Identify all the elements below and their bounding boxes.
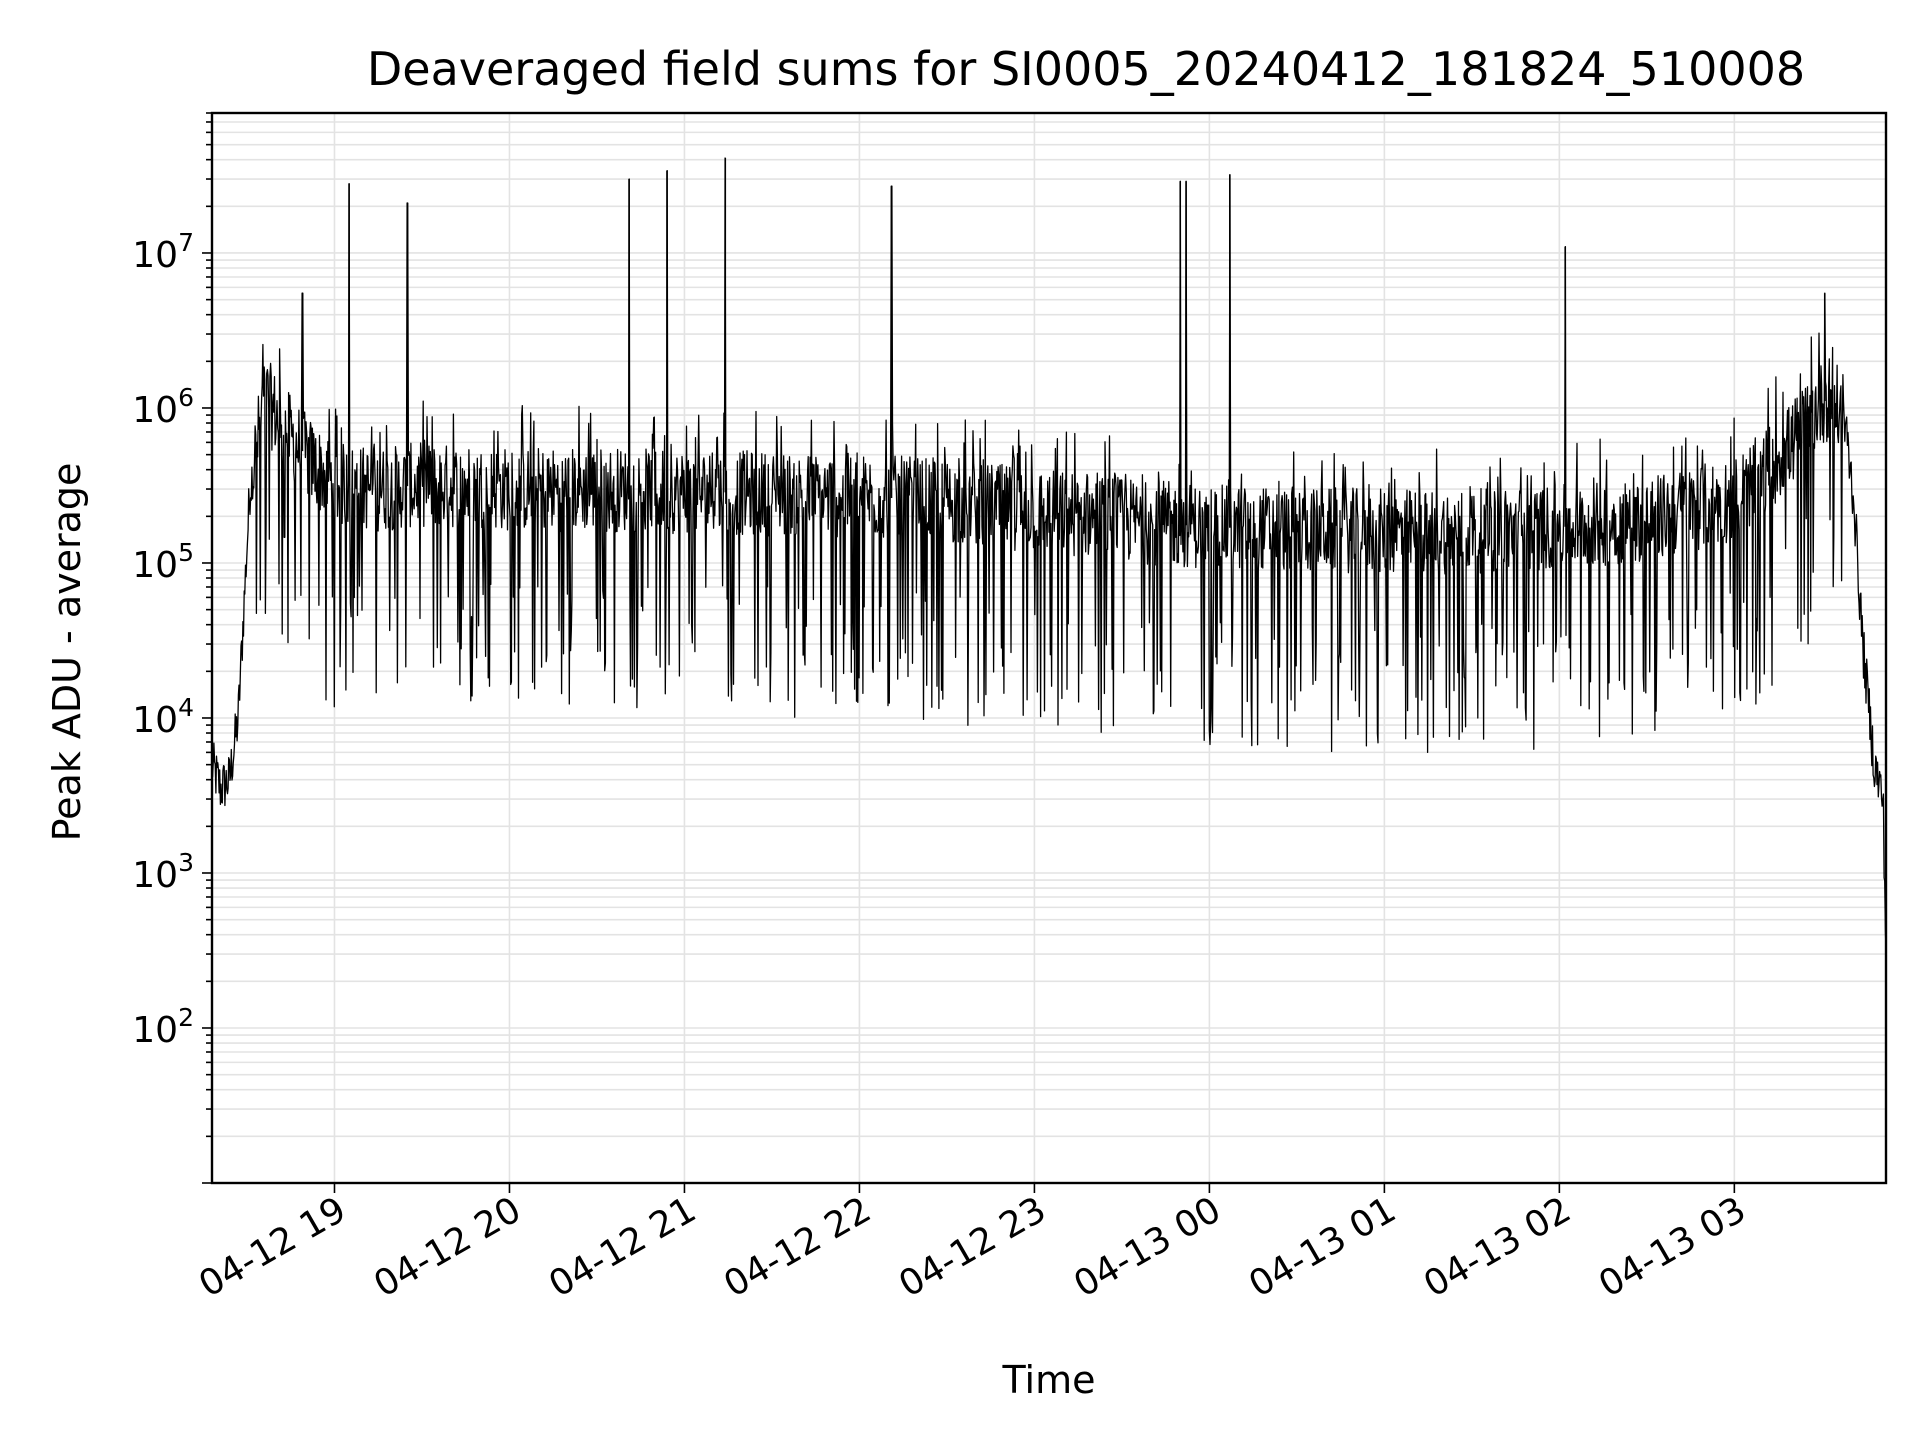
x-tick-label: 04-12 23 [892, 1189, 1053, 1305]
x-tick-label: 04-13 02 [1417, 1189, 1578, 1305]
x-tick-label: 04-13 01 [1242, 1189, 1403, 1305]
y-tick-base: 10 [132, 235, 178, 276]
y-tick-label: 105 [132, 538, 194, 586]
y-tick-exponent: 7 [178, 228, 194, 257]
y-tick-exponent: 5 [178, 538, 194, 567]
y-tick-base: 10 [132, 1010, 178, 1051]
series-trace [211, 157, 1887, 949]
x-tick-label: 04-12 19 [192, 1189, 353, 1305]
y-tick-label: 103 [132, 848, 194, 896]
plot-frame [210, 111, 1888, 1185]
x-axis-label: Time [1002, 1358, 1096, 1402]
y-tick-base: 10 [132, 545, 178, 586]
y-tick-label: 106 [132, 383, 194, 431]
y-tick-exponent: 4 [178, 693, 194, 722]
y-tick-exponent: 6 [178, 383, 194, 412]
y-tick-label: 102 [132, 1003, 194, 1051]
x-tick-label: 04-12 21 [542, 1189, 703, 1305]
y-tick-exponent: 2 [178, 1003, 194, 1032]
y-tick-base: 10 [132, 700, 178, 741]
x-axis: 04-12 19 04-12 20 04-12 21 04-12 22 04-12 23… [192, 1183, 1753, 1306]
y-tick-base: 10 [132, 390, 178, 431]
series-line [211, 157, 1887, 949]
x-tick-label: 04-12 22 [717, 1189, 878, 1305]
y-tick-label: 104 [132, 693, 194, 741]
y-tick-exponent: 3 [178, 848, 194, 877]
y-tick-base: 10 [132, 855, 178, 896]
grid [212, 112, 1886, 1184]
chart-title: Deaveraged field sums for SI0005_2024041… [367, 42, 1805, 96]
y-tick-label: 107 [132, 228, 194, 276]
x-tick-label: 04-12 20 [367, 1189, 528, 1305]
x-tick-label: 04-13 00 [1067, 1189, 1228, 1305]
y-axis-label: Peak ADU - average [45, 463, 89, 842]
x-tick-label: 04-13 03 [1592, 1189, 1753, 1305]
